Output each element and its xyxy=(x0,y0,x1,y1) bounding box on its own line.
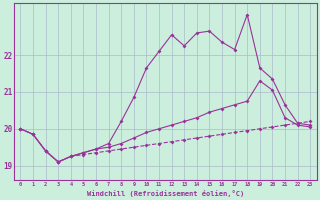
X-axis label: Windchill (Refroidissement éolien,°C): Windchill (Refroidissement éolien,°C) xyxy=(87,190,244,197)
